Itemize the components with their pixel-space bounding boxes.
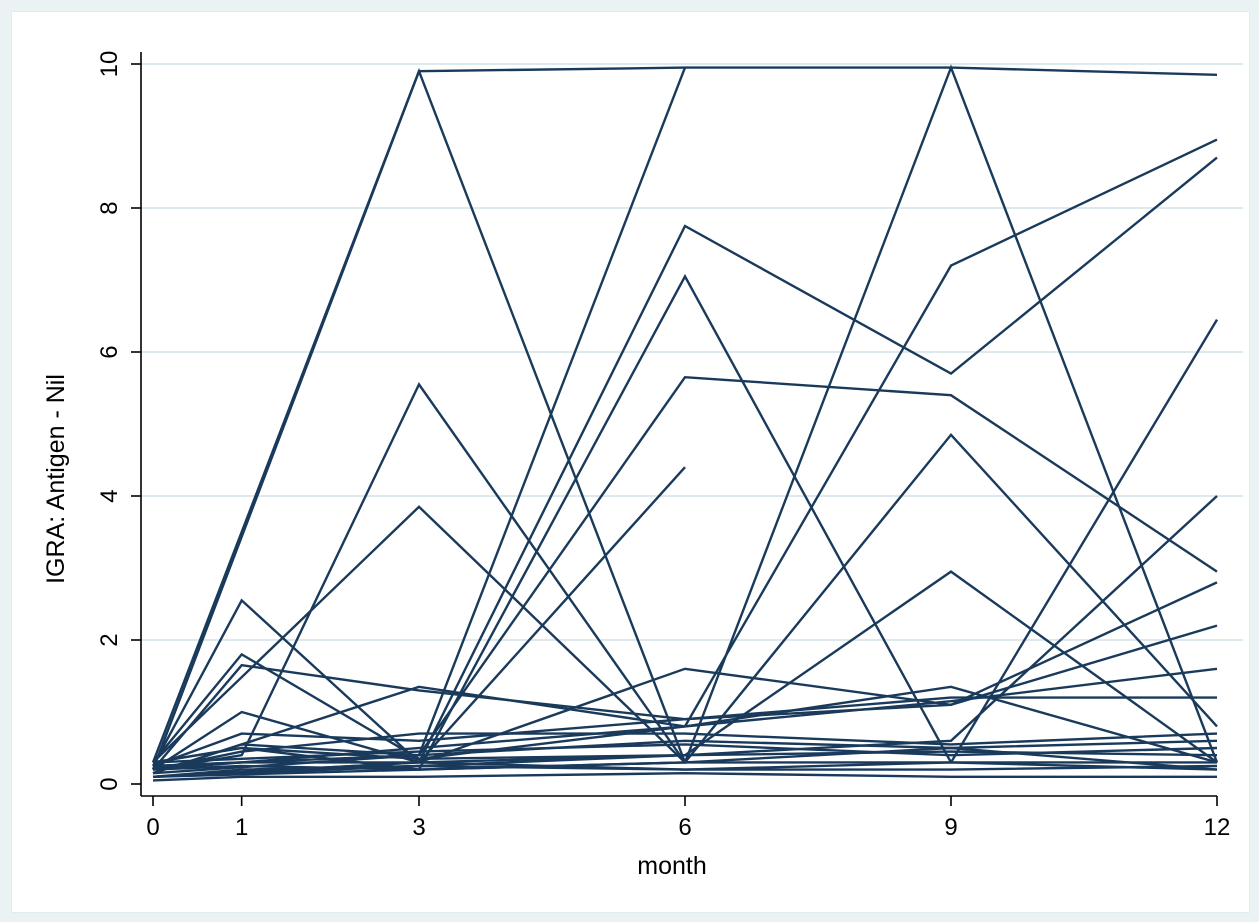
series-line <box>152 67 687 775</box>
y-tick-label: 4 <box>96 489 123 502</box>
series-line <box>152 771 1217 782</box>
series-line <box>152 64 1219 778</box>
x-tick-label: 9 <box>944 814 957 841</box>
x-tick-label: 0 <box>146 814 159 841</box>
chart-frame: 0 2 4 6 8 10 0 1 3 6 9 12 month IGRA: Antigen - Nil <box>11 11 1250 913</box>
x-tick-label: 6 <box>678 814 691 841</box>
series-line <box>152 761 1217 771</box>
x-tick-label: 3 <box>412 814 425 841</box>
y-tick-label: 2 <box>96 633 123 646</box>
y-tick-label: 10 <box>96 51 123 78</box>
y-tick-label: 8 <box>96 201 123 214</box>
series-line <box>151 66 1218 763</box>
series-line <box>152 466 686 778</box>
x-axis-title: month <box>637 852 706 880</box>
x-tick-label: 1 <box>235 814 248 841</box>
series-line <box>152 624 1218 771</box>
series-line <box>152 696 1217 768</box>
series-line <box>152 375 1218 768</box>
y-tick-label: 0 <box>96 777 123 790</box>
y-axis-title: IGRA: Antigen - Nil <box>42 374 70 584</box>
series-line <box>152 382 1218 771</box>
series-line <box>151 67 687 771</box>
series-line <box>152 764 1218 778</box>
series-line <box>152 732 1218 771</box>
y-tick-label: 6 <box>96 345 123 358</box>
series-line <box>152 743 1218 764</box>
x-tick-label: 12 <box>1204 814 1231 841</box>
series-line <box>152 138 1218 771</box>
series-line <box>152 750 1218 768</box>
line-chart: 0 2 4 6 8 10 0 1 3 6 9 12 month IGRA: Antigen - Nil <box>42 51 1243 880</box>
series-line <box>152 581 1218 771</box>
series-line <box>151 318 1219 771</box>
series-line <box>152 432 1218 765</box>
